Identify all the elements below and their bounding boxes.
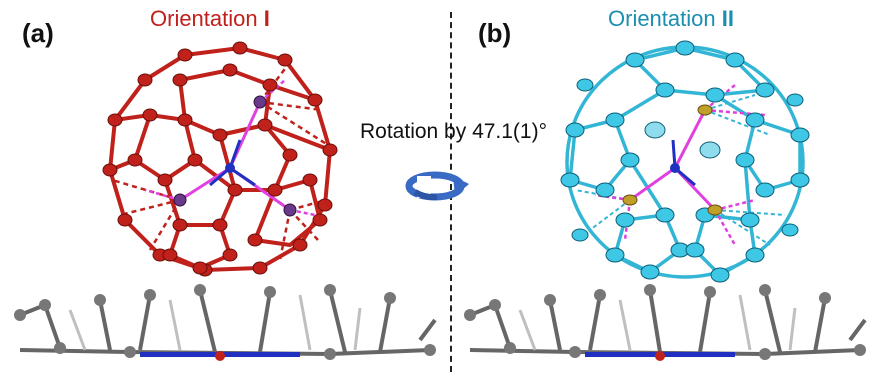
porphyrin-layer-a (14, 284, 437, 361)
orientation-ii-numeral: II (721, 6, 734, 31)
orientation-i-numeral: I (263, 6, 270, 31)
orientation-i-prefix: Orientation (150, 6, 264, 31)
orientation-ii-prefix: Orientation (608, 6, 722, 31)
porphyrin-layer-b (464, 284, 867, 361)
rotation-arrow-icon (405, 171, 469, 201)
rotation-label: Rotation by 47.1(1)° (360, 120, 548, 143)
orientation-i-title: Orientation I (150, 6, 270, 32)
orientation-ii-title: Orientation II (608, 6, 734, 32)
panel-label-a: (a) (22, 18, 54, 48)
fullerene-cage-orientation-i (102, 41, 338, 277)
fullerene-cage-orientation-ii (560, 40, 810, 283)
panel-label-b: (b) (478, 18, 512, 48)
